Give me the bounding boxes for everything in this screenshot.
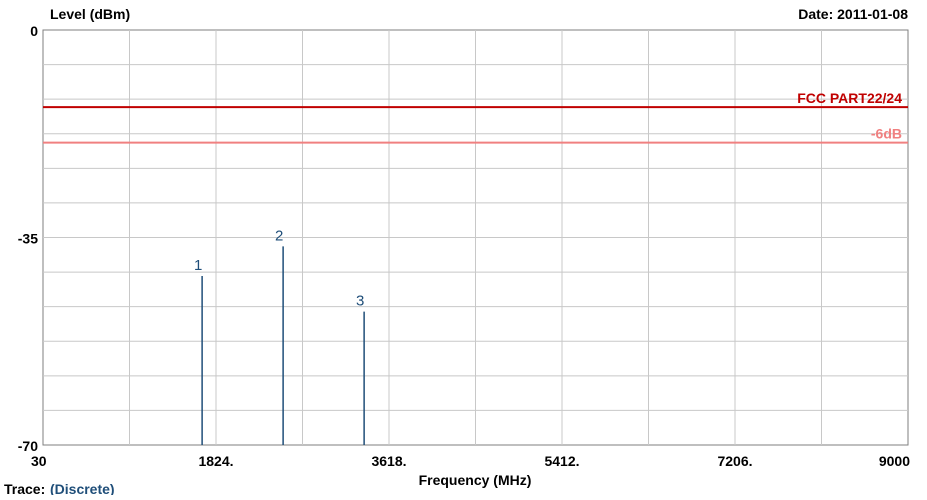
- signal-markers: 1 2 3: [194, 227, 365, 445]
- signal-marker-label: 1: [194, 257, 202, 274]
- y-axis-label: Level (dBm): [50, 6, 130, 22]
- signal-marker-label: 2: [275, 227, 283, 244]
- limit-line-label: -6dB: [871, 126, 902, 142]
- x-tick-label: 3618.: [371, 453, 406, 469]
- axis-ticks: 30 1824. 3618. 5412. 7206. 9000 0 -35 -70: [18, 23, 910, 469]
- y-tick-label: 0: [30, 23, 38, 39]
- grid-lines: [43, 30, 908, 445]
- limit-lines: FCC PART22/24 -6dB: [43, 90, 908, 144]
- trace-label: Trace:: [4, 481, 45, 495]
- y-tick-label: -35: [18, 231, 38, 247]
- x-tick-label: 5412.: [544, 453, 579, 469]
- trace-value: (Discrete): [50, 481, 115, 495]
- y-tick-label: -70: [18, 438, 38, 454]
- limit-line-label: FCC PART22/24: [797, 90, 902, 106]
- x-axis-label: Frequency (MHz): [419, 472, 532, 488]
- date-label: Date: 2011-01-08: [798, 6, 908, 22]
- x-tick-label: 1824.: [198, 453, 233, 469]
- x-tick-label: 30: [31, 453, 47, 469]
- x-tick-label: 9000: [879, 453, 910, 469]
- signal-marker-label: 3: [356, 293, 364, 310]
- x-tick-label: 7206.: [717, 453, 752, 469]
